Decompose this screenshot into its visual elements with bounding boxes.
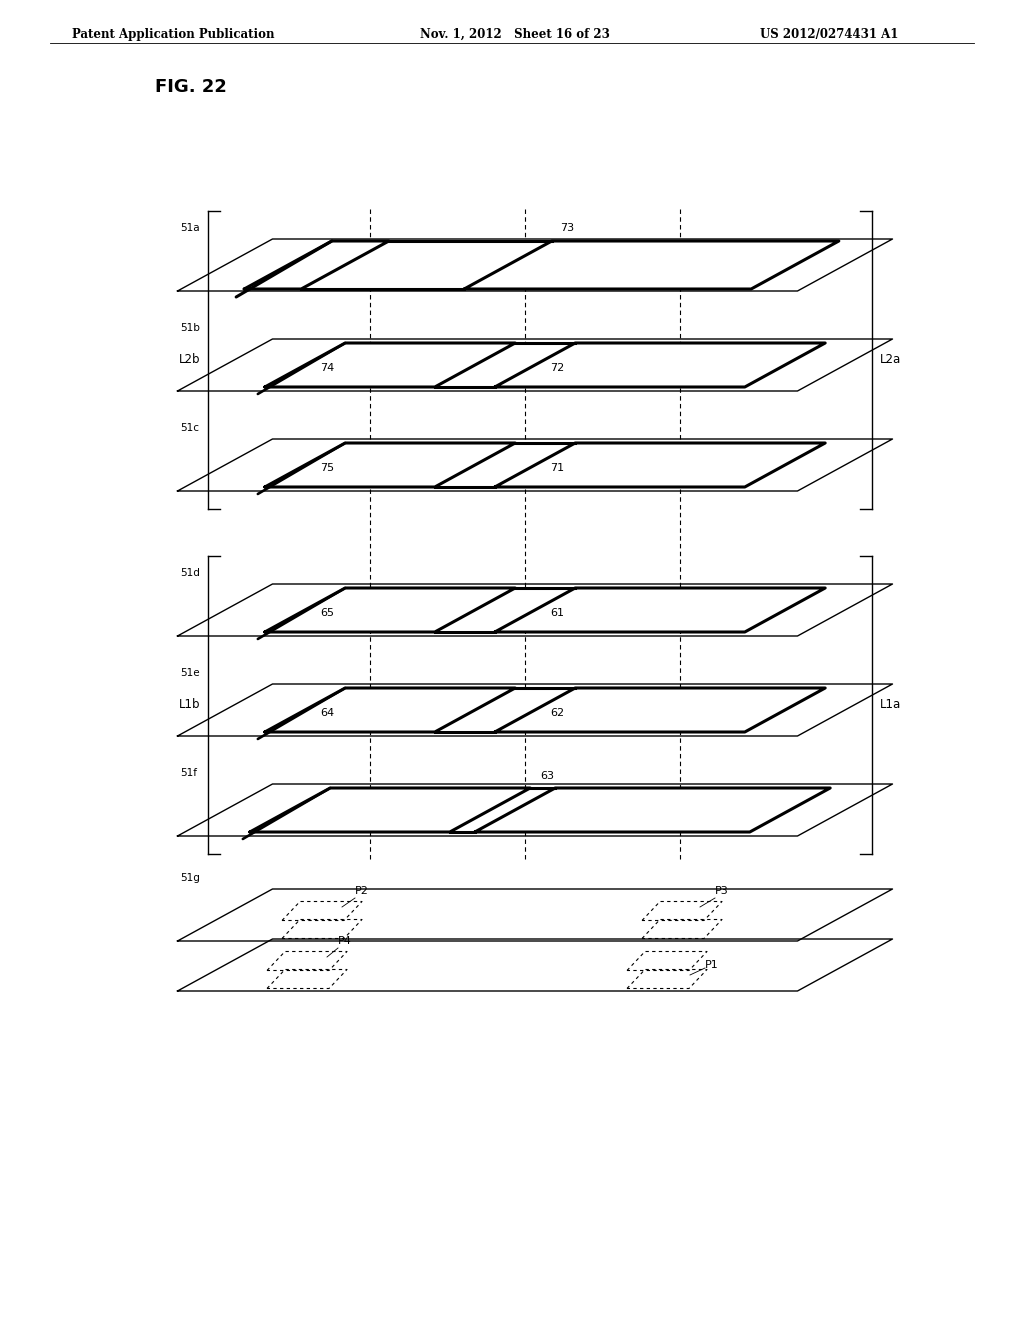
Polygon shape bbox=[435, 587, 575, 632]
Text: 61: 61 bbox=[550, 609, 564, 618]
Text: 51f: 51f bbox=[180, 768, 198, 777]
Polygon shape bbox=[301, 242, 552, 289]
Polygon shape bbox=[495, 343, 825, 387]
Text: Nov. 1, 2012   Sheet 16 of 23: Nov. 1, 2012 Sheet 16 of 23 bbox=[420, 28, 610, 41]
Polygon shape bbox=[450, 788, 555, 832]
Polygon shape bbox=[245, 242, 388, 289]
Text: 73: 73 bbox=[560, 223, 574, 234]
Text: FIG. 22: FIG. 22 bbox=[155, 78, 227, 96]
Text: L2b: L2b bbox=[178, 354, 200, 367]
Polygon shape bbox=[250, 788, 530, 832]
Text: 51g: 51g bbox=[180, 873, 201, 883]
Polygon shape bbox=[475, 788, 830, 832]
Text: 51c: 51c bbox=[180, 422, 200, 433]
Text: 63: 63 bbox=[540, 771, 554, 781]
Text: 64: 64 bbox=[319, 708, 334, 718]
Polygon shape bbox=[265, 444, 515, 487]
Polygon shape bbox=[177, 239, 893, 290]
Polygon shape bbox=[177, 339, 893, 391]
Text: 65: 65 bbox=[319, 609, 334, 618]
Text: L2a: L2a bbox=[880, 354, 901, 367]
Text: P3: P3 bbox=[715, 886, 729, 896]
Polygon shape bbox=[265, 587, 515, 632]
Text: P4: P4 bbox=[338, 936, 352, 946]
Text: 71: 71 bbox=[550, 463, 564, 473]
Text: 72: 72 bbox=[550, 363, 564, 374]
Text: P2: P2 bbox=[355, 886, 369, 896]
Text: L1b: L1b bbox=[178, 698, 200, 711]
Polygon shape bbox=[435, 444, 575, 487]
Text: 51e: 51e bbox=[180, 668, 200, 678]
Polygon shape bbox=[177, 888, 893, 941]
Text: 51a: 51a bbox=[180, 223, 200, 234]
Text: 74: 74 bbox=[319, 363, 334, 374]
Polygon shape bbox=[177, 939, 893, 991]
Polygon shape bbox=[495, 688, 825, 733]
Polygon shape bbox=[265, 343, 515, 387]
Text: 62: 62 bbox=[550, 708, 564, 718]
Polygon shape bbox=[495, 587, 825, 632]
Text: 51d: 51d bbox=[180, 568, 201, 578]
Polygon shape bbox=[465, 242, 838, 289]
Text: US 2012/0274431 A1: US 2012/0274431 A1 bbox=[760, 28, 898, 41]
Polygon shape bbox=[177, 784, 893, 836]
Text: L1a: L1a bbox=[880, 698, 901, 711]
Polygon shape bbox=[177, 583, 893, 636]
Polygon shape bbox=[435, 343, 575, 387]
Polygon shape bbox=[265, 688, 515, 733]
Polygon shape bbox=[495, 444, 825, 487]
Polygon shape bbox=[435, 688, 575, 733]
Polygon shape bbox=[177, 684, 893, 737]
Text: 51b: 51b bbox=[180, 323, 201, 333]
Text: P1: P1 bbox=[705, 960, 719, 970]
Text: 75: 75 bbox=[319, 463, 334, 473]
Text: Patent Application Publication: Patent Application Publication bbox=[72, 28, 274, 41]
Polygon shape bbox=[177, 440, 893, 491]
